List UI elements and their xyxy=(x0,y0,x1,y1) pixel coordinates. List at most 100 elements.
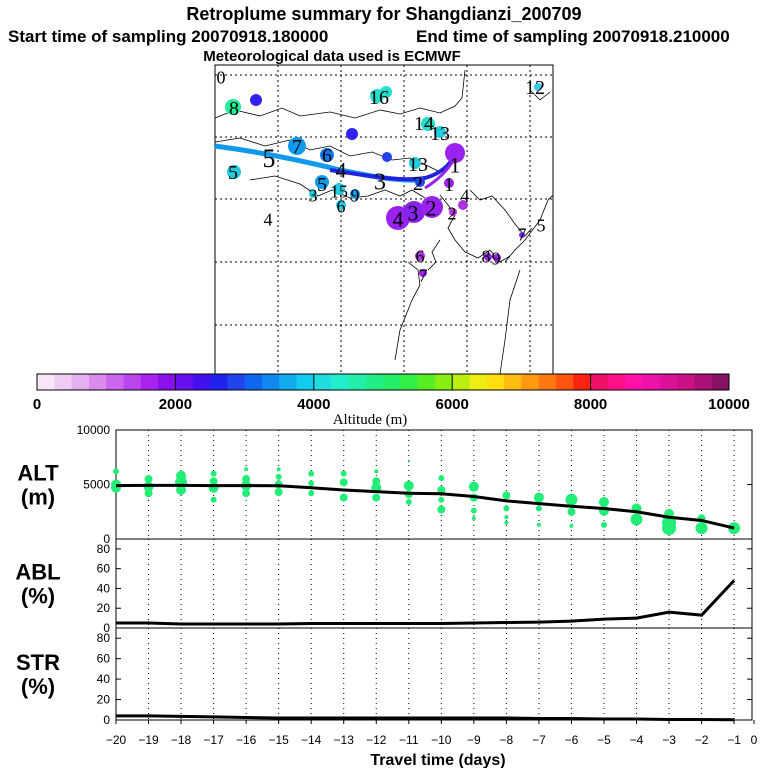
cluster-marker xyxy=(350,189,360,199)
x-tick-label: −10 xyxy=(431,733,452,747)
cluster-label: 13 xyxy=(408,154,428,176)
colorbar-swatch xyxy=(383,374,401,390)
x-tick-label: −14 xyxy=(301,733,322,747)
x-tick-label: −20 xyxy=(106,733,127,747)
cluster-marker xyxy=(227,165,241,179)
altitude-dot xyxy=(405,498,412,505)
colorbar-swatch xyxy=(140,374,159,390)
colorbar-swatch xyxy=(192,374,211,390)
cluster-label: 5 xyxy=(317,174,327,196)
altitude-dot xyxy=(308,470,315,477)
colorbar-swatch xyxy=(261,374,280,390)
altitude-dot xyxy=(274,488,283,497)
altitude-dot xyxy=(565,493,578,506)
altitude-dot xyxy=(275,473,282,480)
colorbar-swatch xyxy=(331,374,349,390)
cluster-label: 13 xyxy=(430,123,450,145)
end-time: End time of sampling 20070918.210000 xyxy=(416,27,730,46)
y-tick-label: 20 xyxy=(97,601,111,615)
altitude-dot xyxy=(470,507,477,514)
x-tick-label: −18 xyxy=(171,733,192,747)
x-tick-label: −7 xyxy=(532,733,546,747)
y-tick-label: 0 xyxy=(103,713,110,727)
cluster-marker xyxy=(225,99,241,115)
trajectory-path-recent xyxy=(329,154,457,182)
altitude-dot xyxy=(504,515,509,520)
colorbar-swatch xyxy=(348,374,367,390)
cluster-marker xyxy=(519,232,525,238)
x-tick-label: −9 xyxy=(467,733,481,747)
colorbar-swatch xyxy=(71,374,90,390)
cluster-label: 2 xyxy=(413,173,423,195)
cluster-label: 0 xyxy=(217,67,226,87)
altitude-dot xyxy=(567,507,576,516)
x-tick-label: −5 xyxy=(597,733,611,747)
cluster-marker xyxy=(409,157,421,169)
colorbar-swatch xyxy=(659,374,678,390)
abl-line xyxy=(116,579,736,626)
map-frame xyxy=(214,64,554,375)
colorbar-swatch xyxy=(123,374,142,390)
start-time: Start time of sampling 20070918.180000 xyxy=(8,27,328,46)
cluster-marker xyxy=(315,175,329,189)
y-tick-label: 40 xyxy=(97,581,111,595)
altitude-dot xyxy=(113,468,119,475)
altitude-dot xyxy=(308,490,315,497)
colorbar-swatch xyxy=(37,374,55,390)
altitude-dot xyxy=(630,513,643,526)
y-tick-label: 80 xyxy=(97,542,111,556)
cluster-marker xyxy=(403,201,425,223)
cluster-label: 1 xyxy=(444,174,454,196)
cluster-label: 3 xyxy=(408,201,419,226)
altitude-dot xyxy=(503,505,510,512)
altitude-mean-line xyxy=(115,483,735,530)
altitude-dot xyxy=(144,489,153,498)
altitude-dot xyxy=(533,492,544,503)
cluster-marker xyxy=(380,86,392,98)
altitude-dot xyxy=(438,474,445,481)
x-tick-label: −8 xyxy=(500,733,514,747)
cluster-label: 9 xyxy=(351,185,360,205)
cluster-marker xyxy=(444,178,454,188)
y-axis-label: STR xyxy=(16,650,60,675)
cluster-marker xyxy=(309,190,317,198)
colorbar-swatch xyxy=(625,374,643,390)
colorbar-swatch xyxy=(175,374,194,390)
x-tick-label: −17 xyxy=(203,733,224,747)
cluster-label: 3 xyxy=(309,185,318,205)
cluster-label: 6 xyxy=(337,196,346,216)
colorbar-tick-label: 10000 xyxy=(708,396,750,413)
cluster-label: 9 xyxy=(492,248,501,268)
altitude-dot xyxy=(535,505,542,512)
x-axis-label: Travel time (days) xyxy=(370,752,505,768)
altitude-dot xyxy=(437,505,446,514)
colorbar-swatch xyxy=(556,374,574,390)
cluster-label: 8 xyxy=(229,98,239,120)
cluster-label: 5 xyxy=(263,144,276,173)
colorbar-swatch xyxy=(694,374,713,390)
colorbar-tick-label: 2000 xyxy=(159,396,192,413)
y-axis-unit: (%) xyxy=(21,584,55,609)
cluster-marker xyxy=(421,196,443,218)
y-tick-label: 0 xyxy=(103,532,110,546)
colorbar-swatch xyxy=(365,374,384,390)
cluster-label: 6 xyxy=(322,145,332,167)
altitude-dot xyxy=(438,496,445,503)
cluster-markers xyxy=(225,83,542,277)
colorbar-swatch xyxy=(88,374,107,390)
altitude-dot xyxy=(374,469,379,474)
altitude-dot xyxy=(468,481,479,492)
colorbar-tick-label: 8000 xyxy=(574,396,607,413)
figure-title: Retroplume summary for Shangdianzi_20070… xyxy=(186,4,581,24)
x-tick-label: −15 xyxy=(268,733,289,747)
y-tick-label: 60 xyxy=(97,652,111,666)
colorbar-tick-label: 0 xyxy=(33,396,41,413)
cluster-marker xyxy=(346,128,358,140)
altitude-dot xyxy=(471,516,476,521)
altitude-dot xyxy=(437,485,446,494)
cluster-marker xyxy=(382,152,392,162)
met-data-label: Meteorological data used is ECMWF xyxy=(203,48,461,65)
colorbar-swatch xyxy=(54,374,73,390)
